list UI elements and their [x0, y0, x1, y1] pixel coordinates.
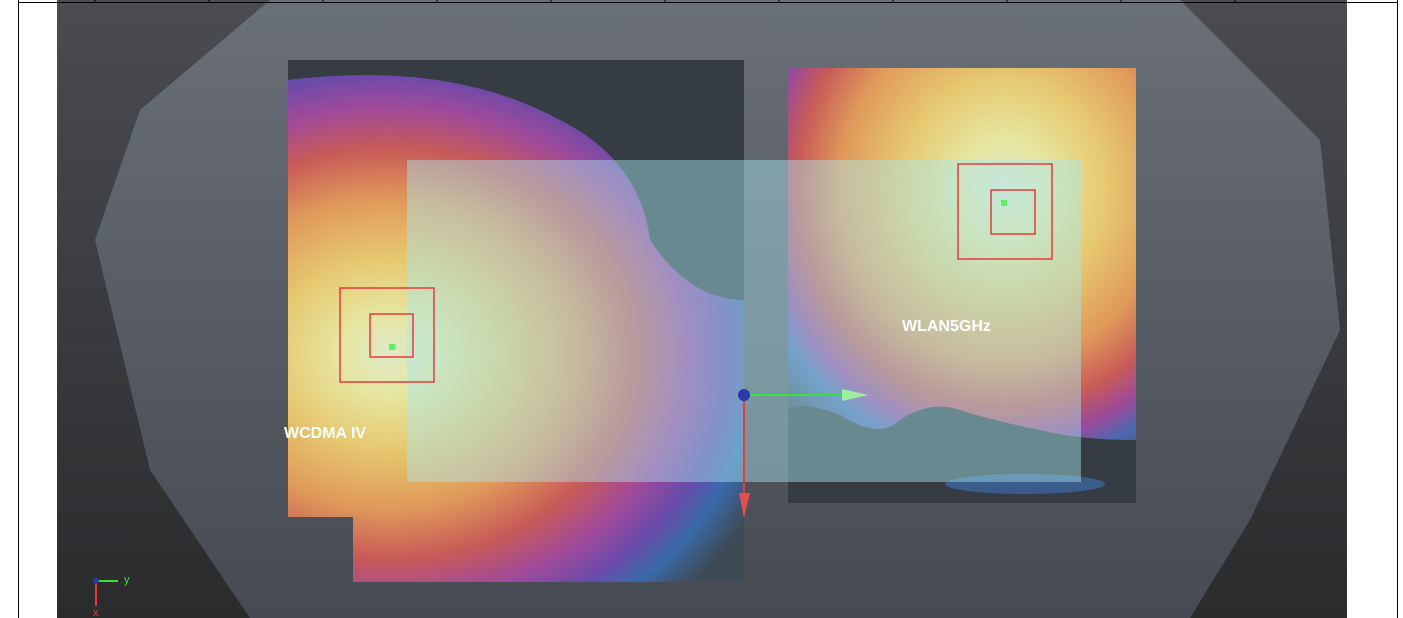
- triad-origin: [93, 578, 99, 584]
- feed-point: [389, 344, 395, 350]
- antenna-patch: [369, 313, 414, 358]
- heatmap-blob: [945, 474, 1105, 494]
- heatmap-label: WLAN5GHz: [902, 318, 991, 335]
- antenna-patch: [990, 189, 1036, 235]
- feed-point: [1001, 200, 1007, 206]
- left-heatmap: [288, 75, 744, 582]
- gizmo-origin: [738, 389, 750, 401]
- heatmap-label: WCDMA IV: [284, 425, 366, 442]
- right-heatmap: [788, 68, 1136, 440]
- triad-y-label: y: [124, 574, 130, 586]
- gizmo-x-arrow: [739, 493, 750, 518]
- antenna-outline: [957, 163, 1053, 260]
- gizmo-y-arrow: [842, 389, 868, 401]
- antenna-outline: [339, 287, 435, 383]
- table-column-ticks: [94, 0, 1236, 3]
- triad-x-label: x: [93, 607, 99, 618]
